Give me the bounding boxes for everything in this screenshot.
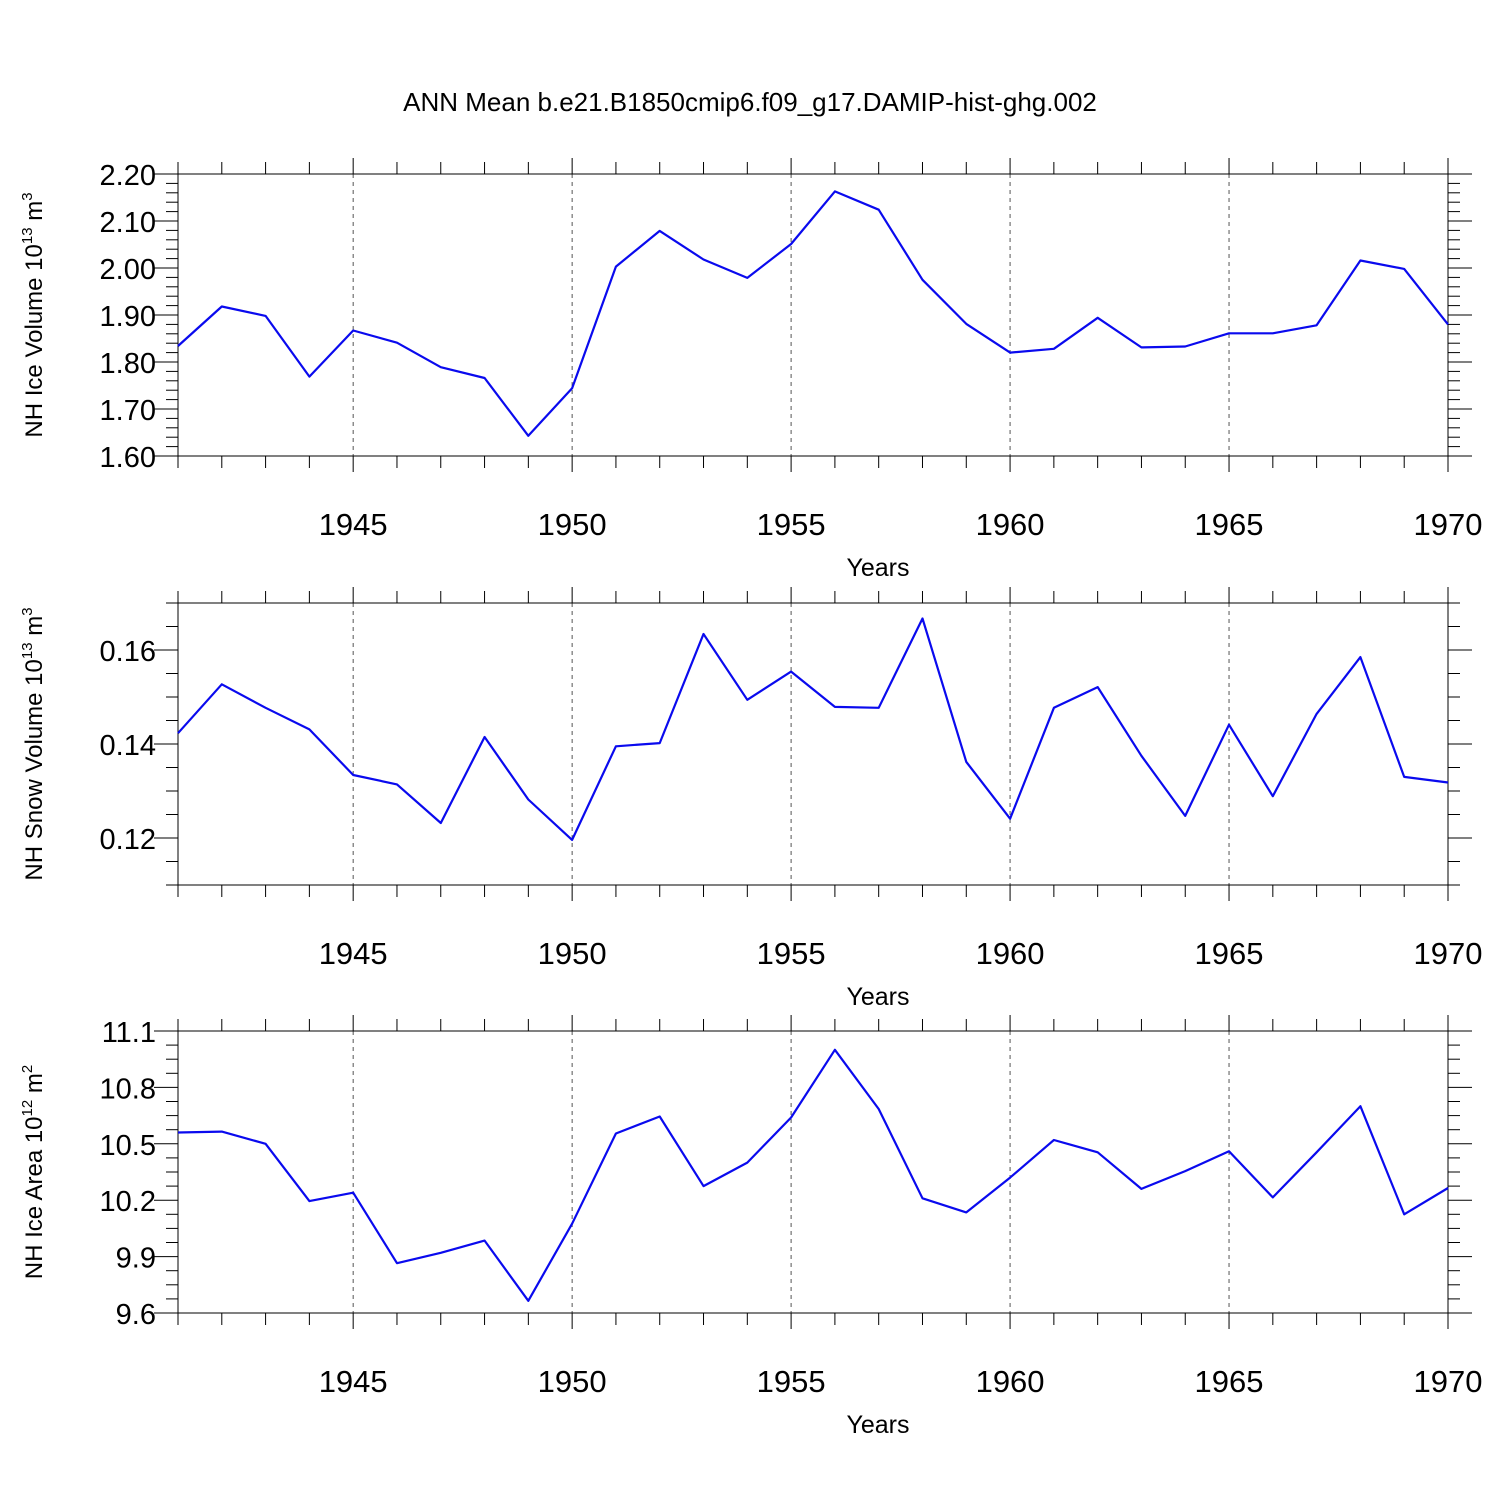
y-tick-label: 0.16 — [100, 636, 156, 668]
x-axis-label: Years — [846, 554, 909, 582]
x-tick-label: 1970 — [1414, 1364, 1483, 1399]
x-axis-label: Years — [846, 1411, 909, 1439]
y-axis-label: NH Ice Area 1012 m2 — [19, 1065, 48, 1279]
y-axis-label-unit: m — [21, 616, 48, 643]
y-tick-label: 9.6 — [116, 1299, 156, 1331]
x-axis-label: Years — [846, 983, 909, 1011]
y-tick-label: 10.2 — [100, 1186, 156, 1218]
x-tick-label: 1955 — [757, 507, 826, 542]
x-tick-label: 1960 — [976, 936, 1045, 971]
series-line — [177, 617, 1449, 842]
x-tick-label: 1950 — [538, 936, 607, 971]
y-tick-label: 2.10 — [100, 207, 156, 239]
x-tick-label: 1960 — [976, 1364, 1045, 1399]
y-axis-label-exponent: 13 — [19, 227, 36, 244]
panel-1: 1945 1950 1955 1960 1965 1970 1.60 1.70 1.80 1.90… — [19, 158, 1482, 582]
series-line — [177, 190, 1449, 437]
y-axis-label: NH Snow Volume 1013 m3 — [19, 607, 48, 880]
x-tick-label: 1955 — [757, 936, 826, 971]
y-axis-label-unit: m — [21, 201, 48, 228]
x-tick-label: 1970 — [1414, 936, 1483, 971]
panel-3: 1945 1950 1955 1960 1965 1970 9.6 9.9 10.2 10.5 10… — [19, 1015, 1482, 1439]
y-axis-label-exponent: 13 — [19, 642, 36, 659]
y-tick-label: 9.9 — [116, 1243, 156, 1275]
x-tick-label: 1945 — [319, 507, 388, 542]
y-tick-label: 10.5 — [100, 1130, 156, 1162]
y-tick-label: 0.12 — [100, 824, 156, 856]
x-tick-label: 1950 — [538, 507, 607, 542]
y-tick-label: 1.60 — [100, 442, 156, 474]
y-axis-label-unit-exponent: 3 — [19, 192, 36, 200]
plot-frame — [177, 1030, 1449, 1314]
y-tick-label: 2.20 — [100, 160, 156, 192]
y-axis-label-text: NH Ice Area 10 — [21, 1116, 48, 1279]
y-axis-label-unit-exponent: 3 — [19, 607, 36, 615]
y-tick-label: 0.14 — [100, 730, 156, 762]
series-line — [177, 1048, 1449, 1302]
y-axis-label-unit: m — [21, 1073, 48, 1100]
y-tick-label: 11.1 — [102, 1017, 156, 1049]
y-axis-label-text: NH Snow Volume 10 — [21, 659, 48, 880]
y-tick-label: 1.70 — [100, 395, 156, 427]
y-axis-label: NH Ice Volume 1013 m3 — [19, 192, 48, 437]
figure-title: ANN Mean b.e21.B1850cmip6.f09_g17.DAMIP-… — [403, 87, 1097, 117]
y-axis-label-exponent: 12 — [19, 1100, 36, 1117]
x-tick-label: 1965 — [1195, 507, 1264, 542]
x-tick-label: 1965 — [1195, 936, 1264, 971]
x-tick-label: 1955 — [757, 1364, 826, 1399]
y-axis-label-unit-exponent: 2 — [19, 1065, 36, 1073]
y-tick-label: 2.00 — [100, 254, 156, 286]
y-tick-label: 10.8 — [100, 1073, 156, 1105]
y-tick-label: 1.80 — [100, 348, 156, 380]
x-tick-label: 1950 — [538, 1364, 607, 1399]
panel-2: 1945 1950 1955 1960 1965 1970 0.12 0.14 0.16 Year… — [19, 587, 1482, 1011]
x-tick-label: 1945 — [319, 1364, 388, 1399]
x-tick-label: 1945 — [319, 936, 388, 971]
x-tick-label: 1970 — [1414, 507, 1483, 542]
y-tick-label: 1.90 — [100, 301, 156, 333]
y-axis-label-text: NH Ice Volume 10 — [21, 244, 48, 437]
x-tick-label: 1965 — [1195, 1364, 1264, 1399]
x-tick-label: 1960 — [976, 507, 1045, 542]
plot-frame — [177, 602, 1449, 886]
